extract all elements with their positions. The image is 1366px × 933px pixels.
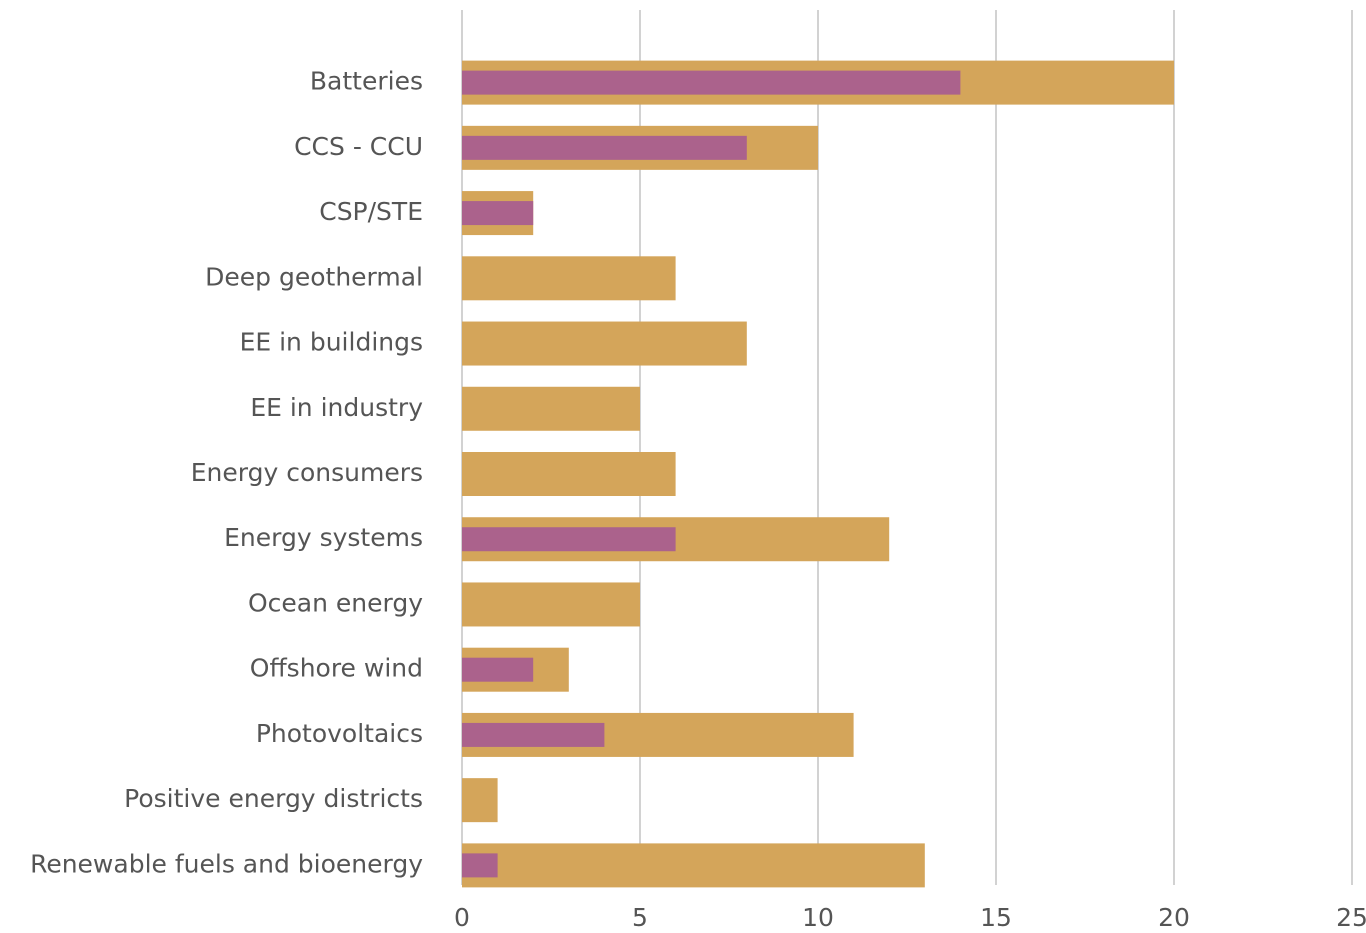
bar — [462, 722, 605, 747]
y-tick-label: Positive energy districts — [124, 784, 423, 813]
bar — [462, 256, 676, 301]
x-tick-label: 15 — [980, 903, 1012, 932]
bar — [462, 135, 747, 160]
bar — [462, 778, 498, 823]
x-tick-label: 20 — [1158, 903, 1190, 932]
bar — [462, 321, 747, 366]
x-tick-label: 0 — [454, 903, 470, 932]
bar — [462, 657, 534, 682]
y-tick-label: Batteries — [310, 67, 423, 96]
bar — [462, 386, 640, 431]
bar — [462, 70, 961, 95]
bar — [462, 853, 498, 878]
bar — [462, 582, 640, 627]
y-tick-label: EE in industry — [250, 393, 423, 422]
y-tick-label: Renewable fuels and bioenergy — [30, 849, 423, 878]
y-tick-label: CSP/STE — [319, 197, 423, 226]
y-tick-label: Deep geothermal — [205, 262, 423, 291]
x-tick-label: 25 — [1336, 903, 1366, 932]
x-tick-label: 5 — [632, 903, 648, 932]
bar — [462, 201, 534, 226]
y-tick-label: Energy systems — [224, 523, 423, 552]
y-tick-label: EE in buildings — [240, 328, 423, 357]
x-tick-label: 10 — [802, 903, 834, 932]
y-tick-label: Offshore wind — [250, 654, 423, 683]
y-tick-label: Photovoltaics — [256, 719, 423, 748]
bar — [462, 527, 676, 552]
bar — [462, 843, 925, 888]
y-tick-label: CCS - CCU — [294, 132, 423, 161]
y-tick-label: Ocean energy — [248, 588, 423, 617]
y-tick-label: Energy consumers — [191, 458, 423, 487]
bar — [462, 452, 676, 496]
